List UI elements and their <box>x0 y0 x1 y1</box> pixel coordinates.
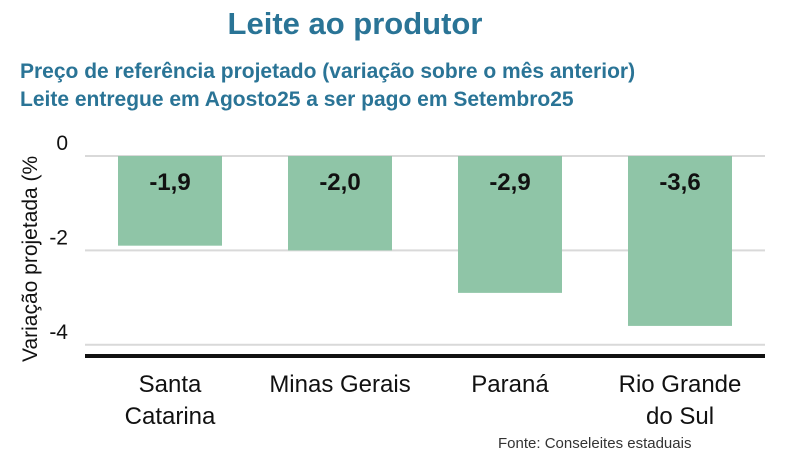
bar <box>288 156 392 251</box>
bar <box>628 156 732 326</box>
chart-subtitle-line1: Preço de referência projetado (variação … <box>20 60 636 83</box>
x-tick-label: Rio Grande <box>619 371 742 398</box>
data-label: -2,9 <box>489 169 530 196</box>
bar <box>118 156 222 246</box>
y-tick-label: -4 <box>49 321 68 344</box>
data-label: -1,9 <box>149 169 190 196</box>
chart-title: Leite ao produtor <box>227 6 483 41</box>
x-tick-label: do Sul <box>646 403 714 430</box>
x-tick-label: Minas Gerais <box>269 371 410 398</box>
x-tick-label: Paraná <box>471 371 549 398</box>
x-tick-label: Catarina <box>125 403 216 430</box>
data-label: -2,0 <box>319 169 360 196</box>
source-note: Fonte: Conseleites estaduais <box>498 435 692 452</box>
y-tick-label: -2 <box>49 226 68 249</box>
bar <box>458 156 562 293</box>
chart-subtitle-line2: Leite entregue em Agosto25 a ser pago em… <box>20 88 574 111</box>
y-tick-label: 0 <box>56 132 68 155</box>
data-label: -3,6 <box>659 169 700 196</box>
x-tick-label: Santa <box>139 371 202 398</box>
